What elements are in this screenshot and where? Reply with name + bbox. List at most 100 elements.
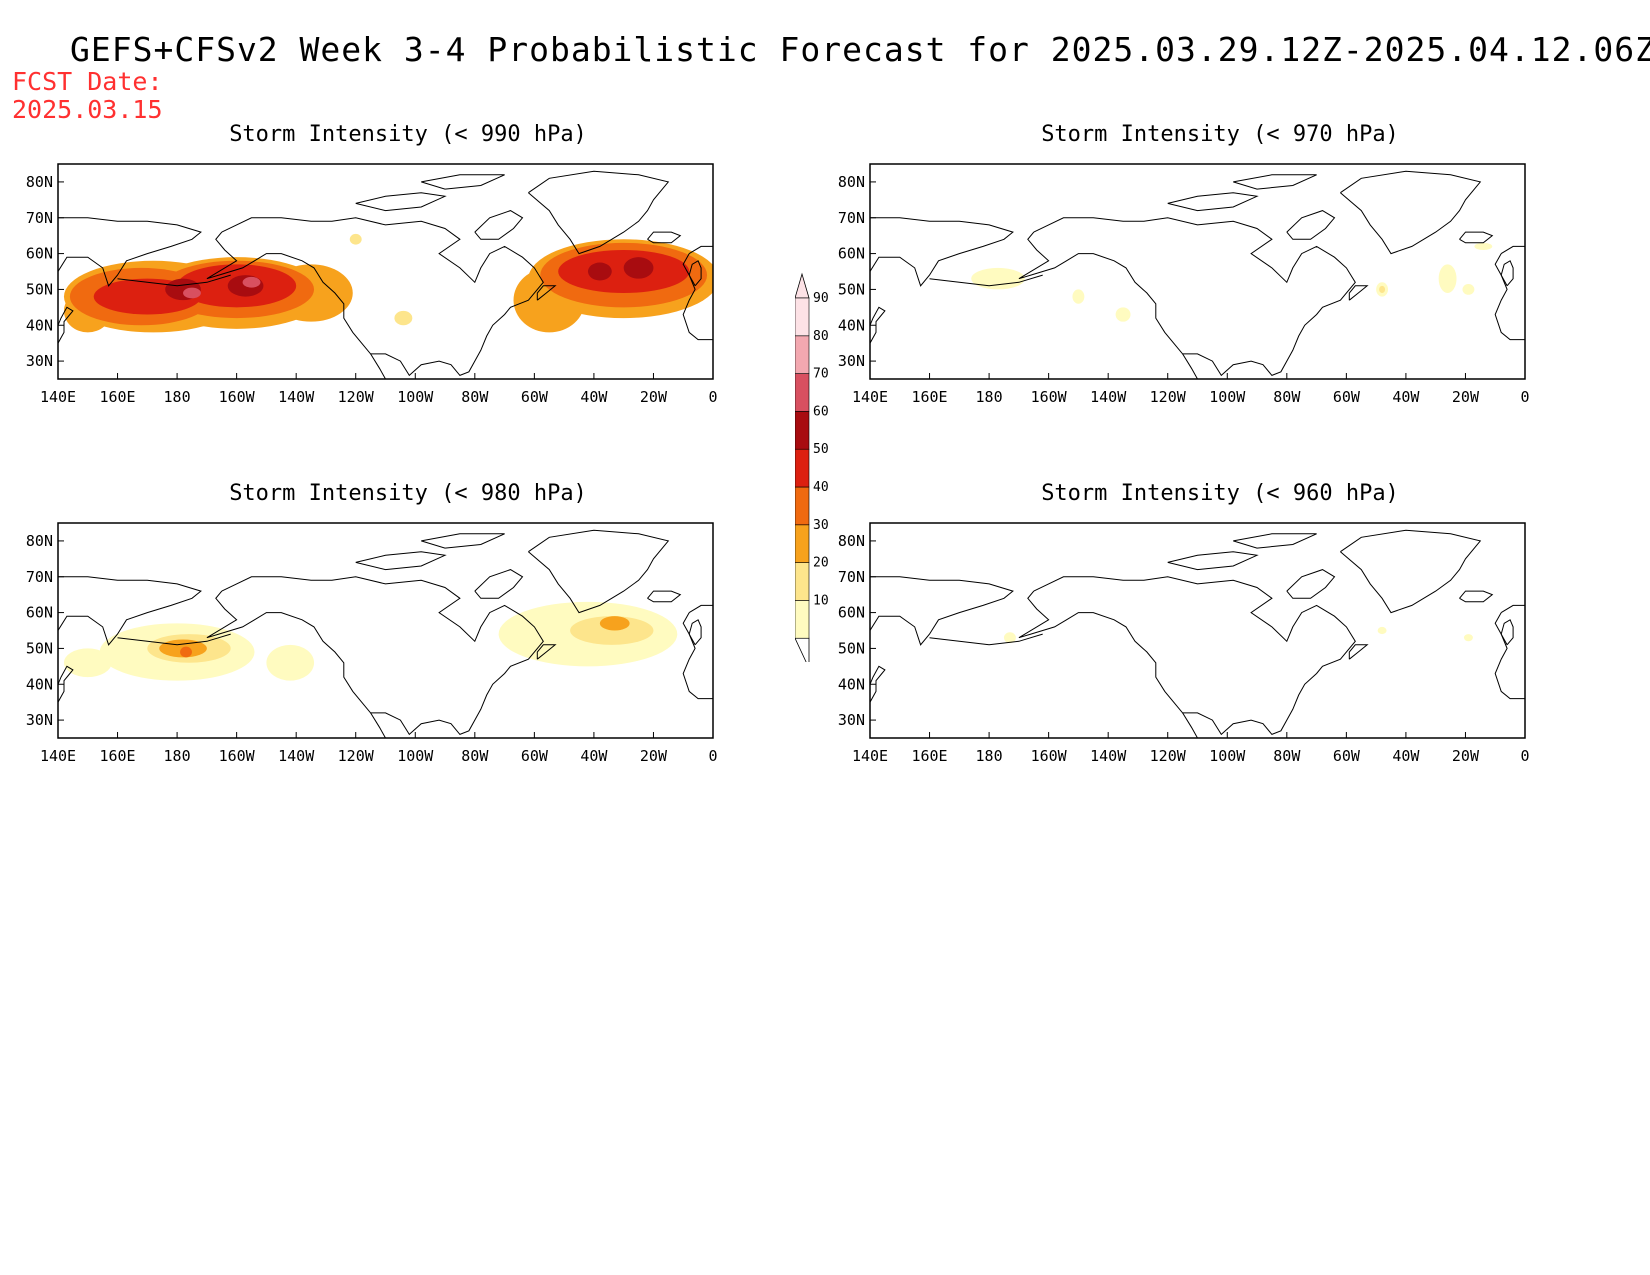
map-frame [57,522,714,739]
coast-arctic-islands-1 [1167,192,1259,212]
colorbar-label: 50 [813,442,829,457]
panel-title-960: Storm Intensity (< 960 hPa) [1041,481,1399,506]
y-tick-label: 40N [838,675,865,693]
colorbar: 10 20 30 40 50 60 70 80 90 [795,272,829,662]
coast-uk [688,260,702,287]
y-tick-label: 40N [838,316,865,334]
coast-arctic-islands-2 [1233,533,1317,549]
map-frame [869,522,1526,739]
coast-north-america [1018,576,1356,736]
probability-area [1474,242,1493,250]
probability-area [558,250,690,293]
x-tick-label: 20W [640,747,668,765]
map-970: 140E 160E 180 160W 140W 120W 100W 80W 60W 40W 20W 0… [838,163,1530,406]
x-tick-label: 40W [580,747,608,765]
probability-area [183,287,201,299]
coast-uk [1500,260,1514,287]
map-panel-990: Storm Intensity (< 990 hPa) 140E 160E 180 1… [0,122,790,462]
probability-area [1072,289,1085,304]
colorbar-segment [795,335,810,374]
colorbar-lower-end [795,637,810,662]
coast-arctic-islands-2 [421,174,505,190]
coast-japan [58,306,74,344]
probability-area [570,616,654,645]
coast-greenland [1340,529,1482,614]
colorbar-segment [795,448,810,488]
probability-shading [971,242,1493,322]
y-tick-label: 70N [26,209,53,227]
x-tick-label: 160E [911,747,947,765]
y-tick-label: 80N [838,532,865,550]
x-tick-label: 140W [1090,747,1127,765]
probability-area [180,646,192,658]
x-tick-label: 100W [1209,388,1246,406]
coast-greenland [528,170,670,255]
coast-newfoundland [1348,644,1369,660]
map-frame [869,163,1526,380]
colorbar-segment [795,411,810,450]
coast-iceland [647,231,682,244]
x-tick-label: 20W [1452,747,1480,765]
probability-area [599,616,630,631]
map-panel-980: Storm Intensity (< 980 hPa) 140E 160E 180 1… [0,481,790,821]
x-tick-label: 100W [397,747,434,765]
coast-newfoundland [1348,285,1369,301]
probability-area [1115,307,1131,322]
panel-title-990: Storm Intensity (< 990 hPa) [229,122,587,147]
x-tick-label: 160E [99,388,135,406]
coast-aleutians [117,633,231,646]
y-tick-label: 50N [26,280,53,298]
y-tick-label: 70N [838,568,865,586]
coast-north-america [206,217,544,377]
probability-area [63,648,112,678]
forecast-date-value: 2025.03.15 [12,95,163,124]
y-tick-label: 80N [26,173,53,191]
colorbar-label: 40 [813,480,829,495]
map-960: 140E 160E 180 160W 140W 120W 100W 80W 60W 40W 20W 0… [838,522,1530,765]
coast-newfoundland [536,644,557,660]
coast-japan [58,665,74,703]
colorbar-label: 30 [813,518,829,533]
coast-baffin [1286,210,1336,240]
colorbar-upper-end [795,272,810,299]
x-tick-label: 160W [1031,388,1068,406]
x-tick-label: 80W [461,747,489,765]
coast-aleutians [929,274,1043,287]
y-tick-label: 60N [26,245,53,263]
coast-baffin [474,569,524,599]
x-tick-label: 0 [1520,388,1529,406]
x-tick-label: 180 [976,388,1003,406]
main-title: GEFS+CFSv2 Week 3-4 Probabilistic Foreca… [70,30,1650,69]
x-tick-label: 80W [461,388,489,406]
colorbar-segment [795,562,810,601]
probability-area [349,233,362,245]
coast-north-america [1018,217,1356,377]
colorbar-label: 60 [813,404,829,419]
x-tick-label: 120W [1150,747,1187,765]
forecast-date: FCST Date: 2025.03.15 [12,68,163,124]
probability-area [1379,285,1386,293]
y-tick-label: 70N [838,209,865,227]
y-tick-label: 70N [26,568,53,586]
coast-aleutians [929,633,1043,646]
panel-title-980: Storm Intensity (< 980 hPa) [229,481,587,506]
probability-area [1463,634,1473,642]
colorbar-segment [795,373,810,412]
coast-arctic-islands-2 [421,533,505,549]
colorbar-label: 20 [813,556,829,571]
coastlines [58,170,713,379]
x-tick-label: 120W [338,747,375,765]
x-tick-label: 100W [1209,747,1246,765]
coast-europe [682,245,713,341]
coast-europe [1494,245,1525,341]
y-tick-label: 60N [838,604,865,622]
coast-newfoundland [536,285,557,301]
probability-area [1438,264,1457,293]
x-tick-label: 180 [164,747,191,765]
probability-area [1377,626,1387,635]
probability-area [623,257,654,279]
coast-japan [870,665,886,703]
probability-area [394,310,413,326]
x-tick-label: 160W [219,747,256,765]
coast-greenland [1340,170,1482,255]
